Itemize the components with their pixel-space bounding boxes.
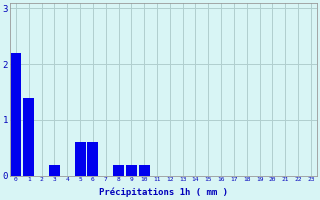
Bar bbox=[11, 53, 21, 176]
Bar bbox=[113, 165, 124, 176]
Bar bbox=[49, 165, 60, 176]
Bar bbox=[126, 165, 137, 176]
Bar bbox=[139, 165, 150, 176]
Bar bbox=[87, 142, 98, 176]
Bar bbox=[75, 142, 85, 176]
Bar bbox=[23, 98, 34, 176]
X-axis label: Précipitations 1h ( mm ): Précipitations 1h ( mm ) bbox=[99, 188, 228, 197]
